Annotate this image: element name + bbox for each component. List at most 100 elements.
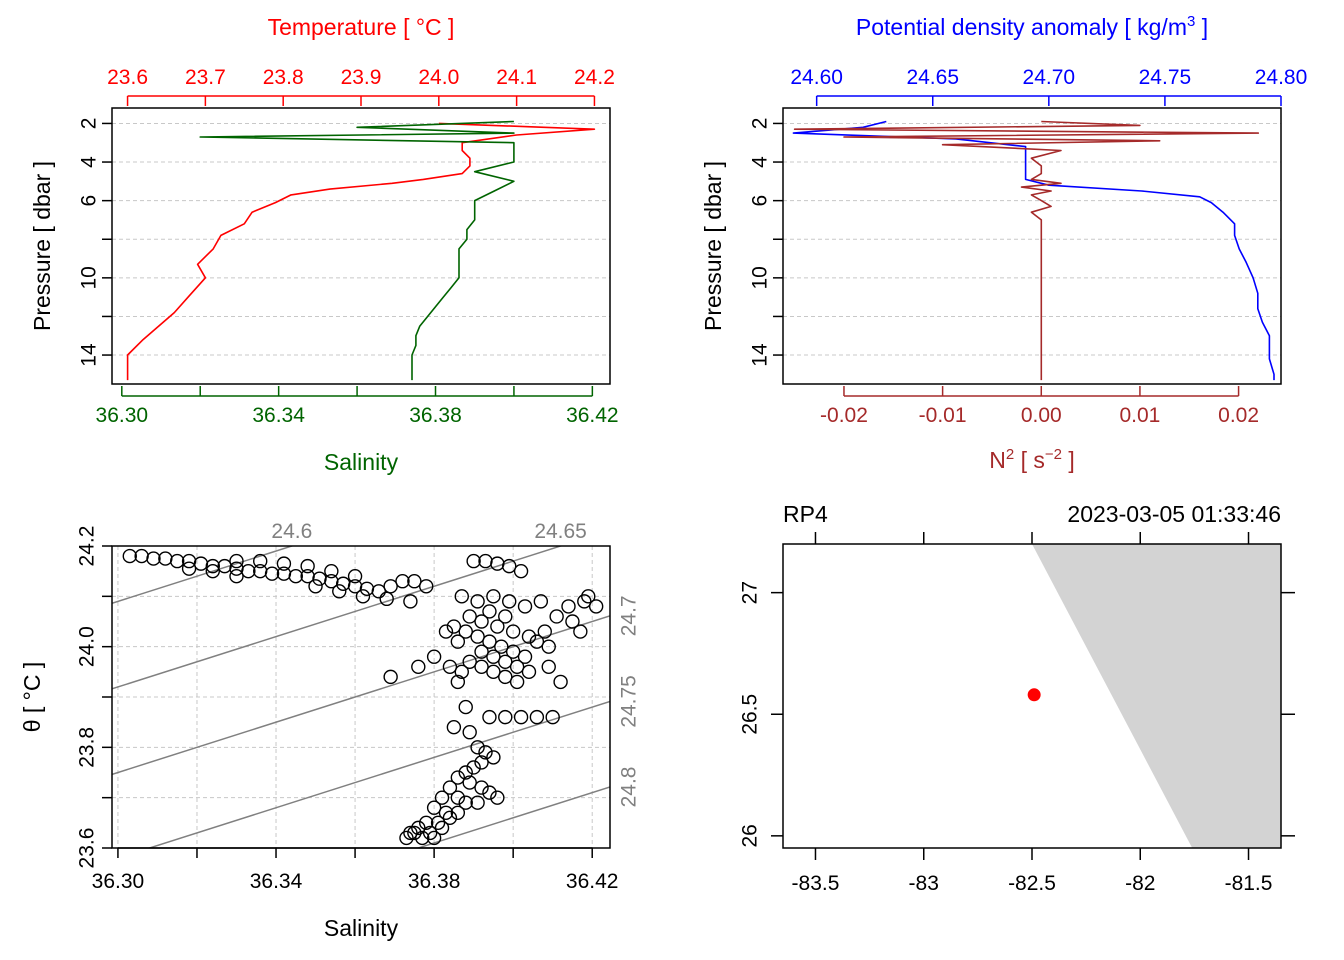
- isopycnal-label: 24.65: [534, 520, 587, 543]
- ts-point: [332, 584, 347, 599]
- ts-point: [494, 639, 509, 654]
- ts-point: [529, 634, 545, 649]
- ts-point: [241, 563, 256, 579]
- ts-point: [533, 594, 549, 609]
- bottom-tick-label: 36.34: [252, 404, 305, 427]
- ts-point: [545, 709, 560, 725]
- top-axis-label: Potential density anomaly [ kg/m3 ]: [856, 13, 1208, 40]
- ts-point: [462, 775, 477, 790]
- bottom-axis-label: N2 [ s−2 ]: [989, 446, 1075, 473]
- ts-point: [450, 790, 466, 805]
- bottom-tick-label: 36.38: [409, 404, 462, 427]
- top-tick-label: 24.0: [418, 66, 459, 89]
- ts-point: [407, 825, 422, 841]
- ts-point: [553, 674, 568, 690]
- bottom-tick-label: 0.01: [1119, 404, 1160, 427]
- y-tick-label: 23.8: [76, 727, 99, 768]
- ts-point: [446, 720, 462, 735]
- n2-label-end: ]: [1062, 447, 1075, 473]
- ts-point: [470, 629, 485, 644]
- top-tick-label: 23.8: [263, 66, 304, 89]
- ts-point: [419, 815, 434, 831]
- ts-point: [462, 725, 477, 740]
- bottom-tick-label: 36.42: [566, 404, 619, 427]
- ts-point: [442, 810, 458, 825]
- ts-point: [450, 634, 466, 649]
- y-tick-label: 4: [749, 156, 772, 168]
- ts-point: [486, 589, 501, 604]
- ts-point: [513, 709, 529, 725]
- ts-point: [407, 574, 422, 589]
- ts-point: [438, 624, 454, 639]
- x-axis-label: Salinity: [324, 915, 399, 941]
- isopycnal-line: [415, 786, 610, 848]
- ts-point: [486, 664, 501, 680]
- top-tick-label: 23.9: [341, 66, 382, 89]
- ts-point: [474, 755, 489, 770]
- y-tick-label: 14: [749, 343, 772, 367]
- ts-point: [458, 624, 473, 639]
- ts-point: [458, 765, 473, 780]
- ts-point: [379, 591, 394, 607]
- ts-point: [474, 659, 489, 674]
- y-axis-label: Pressure [ dbar ]: [29, 161, 55, 331]
- top-tick-label: 24.1: [496, 66, 537, 89]
- ts-point: [193, 556, 209, 571]
- x-tick-label: 36.38: [408, 870, 461, 893]
- ts-point: [430, 815, 446, 831]
- ts-point: [486, 649, 501, 664]
- ts-point: [462, 654, 477, 669]
- ts-point: [474, 780, 489, 795]
- ts-point: [450, 770, 466, 785]
- bottom-tick-label: 0.00: [1021, 404, 1062, 427]
- n2-label-sup: 2: [1006, 446, 1014, 463]
- top-axis-label: Temperature [ °C ]: [268, 14, 455, 40]
- ts-point: [490, 790, 505, 805]
- x-tick-label: 36.42: [566, 870, 619, 893]
- y-tick-label: 2: [78, 118, 101, 130]
- ts-point: [529, 709, 545, 725]
- ts-point: [517, 599, 533, 614]
- ts-points: [122, 548, 604, 846]
- ts-point: [181, 561, 197, 576]
- ts-point: [454, 664, 469, 680]
- ts-point: [482, 709, 497, 725]
- bottom-tick-label: -0.02: [820, 404, 868, 427]
- ts-point: [442, 780, 458, 795]
- ts-point: [466, 760, 481, 775]
- top-tick-label: 24.75: [1139, 66, 1192, 89]
- ts-point: [498, 709, 513, 725]
- ts-point: [395, 574, 410, 589]
- ts-point: [403, 594, 418, 609]
- y-tick-label: 6: [78, 195, 101, 207]
- ts-point: [517, 649, 533, 664]
- ts-point: [229, 553, 244, 569]
- ts-point: [426, 649, 442, 664]
- ts-point: [458, 795, 473, 810]
- ts-point: [521, 629, 537, 644]
- y-tick-label: 26.5: [739, 694, 762, 735]
- y-axis-label: Pressure [ dbar ]: [700, 161, 726, 331]
- ts-point: [264, 566, 280, 581]
- ts-point: [482, 785, 497, 800]
- ts-point: [505, 644, 521, 659]
- top-axis-label-sup: 3: [1187, 13, 1195, 30]
- isopycnal-line: [112, 546, 295, 604]
- x-tick-label: 36.30: [92, 870, 145, 893]
- ts-point: [490, 556, 505, 571]
- n2-label-main: N: [989, 447, 1006, 473]
- y-axis-label: θ [ °C ]: [19, 662, 45, 733]
- ts-point: [371, 584, 386, 599]
- ts-point: [308, 579, 323, 594]
- ts-point: [474, 644, 489, 659]
- series-line-salinity: [199, 120, 515, 381]
- isopycnal-label: 24.7: [618, 595, 641, 636]
- y-tick-label: 26: [739, 824, 762, 847]
- y-tick-label: 27: [739, 581, 762, 604]
- ts-point: [541, 659, 556, 674]
- ts-point: [482, 634, 497, 649]
- isopycnal-label: 24.8: [618, 767, 641, 808]
- ts-point: [411, 820, 426, 836]
- ts-point: [312, 571, 327, 586]
- top-tick-label: 24.65: [906, 66, 959, 89]
